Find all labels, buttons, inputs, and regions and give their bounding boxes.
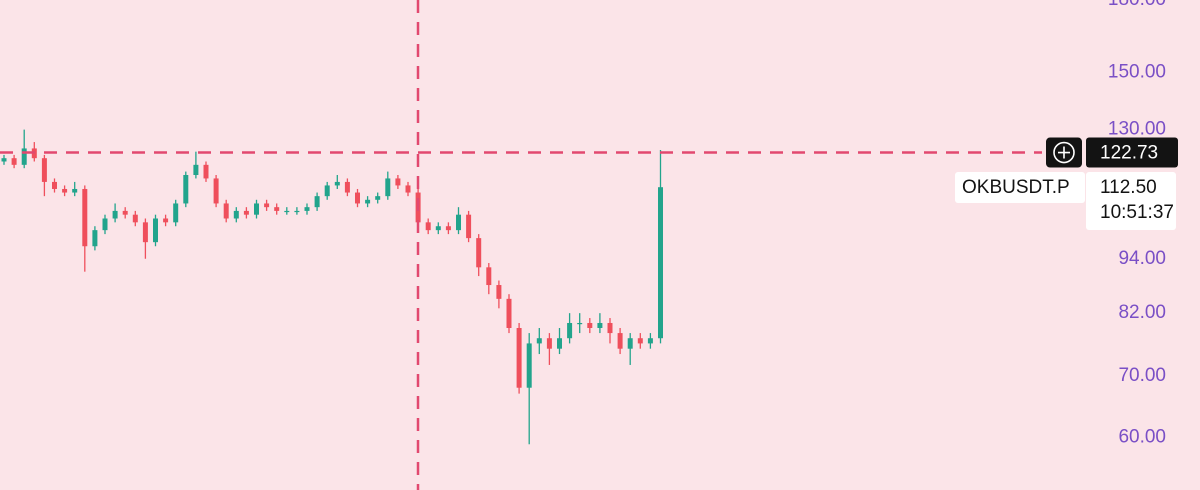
- candle-body: [52, 181, 57, 189]
- candle-body: [445, 226, 451, 231]
- candle-body: [41, 158, 47, 182]
- candle-body: [627, 338, 633, 349]
- candle-body: [385, 178, 391, 197]
- candle-body: [567, 322, 573, 339]
- y-tick-label: 150.00: [1108, 62, 1166, 83]
- candle-body: [72, 188, 78, 193]
- candle-body: [506, 298, 512, 329]
- candle-body: [193, 164, 199, 175]
- candle-body: [233, 210, 239, 219]
- candle-body: [304, 207, 310, 211]
- candle-body: [153, 218, 158, 243]
- candle-body: [1, 158, 7, 162]
- y-tick-label: 60.00: [1118, 427, 1166, 448]
- crosshair-price-box: [1086, 137, 1178, 168]
- symbol-box: [955, 172, 1085, 203]
- candle-body: [274, 207, 280, 211]
- candle-body: [355, 192, 360, 204]
- add-icon: [1058, 146, 1070, 159]
- candle-body: [405, 185, 411, 193]
- candle-body: [122, 210, 128, 215]
- candle-body: [183, 174, 189, 204]
- candle-body: [536, 338, 542, 344]
- candle-body: [82, 188, 88, 247]
- add-button[interactable]: [1053, 141, 1075, 164]
- candle-body: [496, 285, 502, 299]
- candle-body: [344, 181, 350, 193]
- candle-body: [223, 203, 229, 219]
- candle-body: [486, 267, 492, 286]
- candle-body: [617, 333, 623, 349]
- y-tick-label: 94.00: [1118, 248, 1166, 269]
- candle-body: [92, 230, 98, 247]
- candle-body: [577, 322, 583, 325]
- candle-body: [254, 203, 259, 215]
- candle-body: [476, 238, 482, 268]
- candle-body: [62, 188, 68, 193]
- candle-body: [456, 214, 461, 231]
- candle-body: [132, 214, 138, 223]
- last-price-box: [1086, 172, 1176, 230]
- candle-body: [647, 338, 653, 344]
- candle-body: [284, 210, 290, 213]
- candle-body: [294, 210, 300, 213]
- candle-body: [203, 164, 209, 179]
- candle-body: [658, 187, 663, 339]
- candle-body: [324, 185, 330, 197]
- candle-body: [607, 322, 613, 334]
- plot-area: 60.00 70.00 82.00 94.00 130.00 150.00 180.00: [1, 0, 1166, 448]
- candle-body: [375, 196, 381, 200]
- candle-body: [365, 199, 371, 204]
- crosshair-price-label: 122.73: [1100, 143, 1158, 164]
- candle-body: [516, 328, 522, 388]
- candle-body: [163, 218, 169, 223]
- candle-body: [21, 148, 27, 165]
- candle-body: [173, 203, 179, 223]
- candle-body: [213, 178, 219, 204]
- y-tick-label: 82.00: [1118, 302, 1166, 323]
- candle-body: [11, 158, 17, 165]
- y-tick-label: 180.00: [1108, 0, 1166, 10]
- symbol-label: OKBUSDT.P: [962, 177, 1070, 198]
- candle-body: [425, 222, 431, 231]
- candle-body: [557, 338, 562, 349]
- candle-body: [314, 196, 320, 208]
- candle-body: [264, 203, 270, 208]
- countdown-label: 10:51:37: [1100, 202, 1174, 223]
- candle-body: [587, 322, 593, 329]
- candle-body: [142, 222, 148, 243]
- last-price-label: 112.50: [1100, 177, 1157, 198]
- candle-body: [334, 181, 340, 186]
- candle-body: [435, 226, 441, 231]
- candle-body: [637, 338, 643, 344]
- candle-body: [597, 322, 603, 329]
- candle-body: [112, 210, 118, 219]
- candle-body: [466, 214, 472, 239]
- candle-body: [102, 218, 108, 231]
- y-tick-label: 130.00: [1108, 119, 1166, 140]
- candle-body: [546, 338, 552, 349]
- candle-body: [395, 178, 401, 186]
- candle-body: [243, 210, 249, 215]
- candle-body: [526, 343, 532, 388]
- y-tick-label: 70.00: [1118, 365, 1166, 386]
